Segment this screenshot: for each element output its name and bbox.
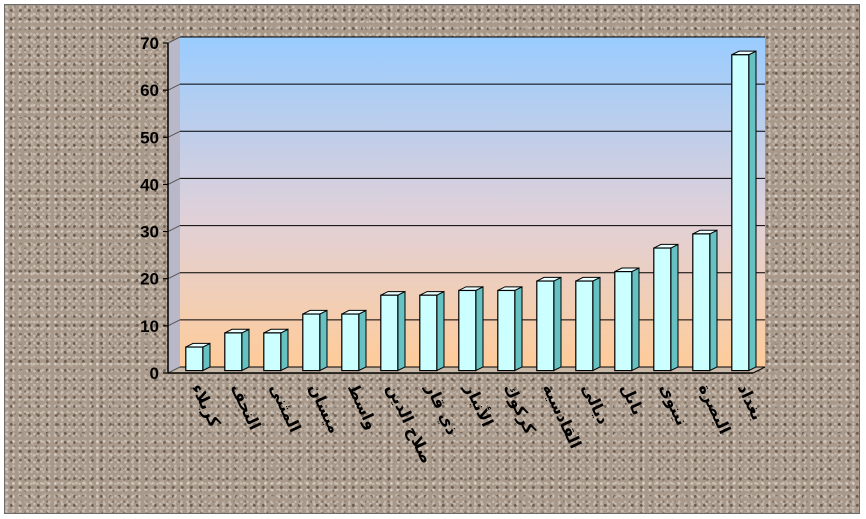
x-axis-depth-line <box>752 366 766 374</box>
bar <box>692 229 718 372</box>
bar-front <box>692 233 711 372</box>
x-category-label: النجف <box>227 381 265 433</box>
x-category-label: ديالى <box>578 381 613 427</box>
bar <box>341 309 367 372</box>
x-category-label: البصرة <box>695 381 735 437</box>
gridline-depth <box>167 225 181 233</box>
bar-side <box>280 328 289 372</box>
bar-side <box>670 243 679 372</box>
bar-front <box>341 313 360 372</box>
plot-left-wall <box>168 37 180 373</box>
bar <box>185 342 211 372</box>
bar <box>536 276 562 372</box>
bar <box>575 276 601 372</box>
bar <box>224 328 250 372</box>
gridline-depth <box>167 366 181 374</box>
bar-side <box>436 290 445 372</box>
bar-front <box>302 313 321 372</box>
x-category-label: ميسان <box>305 381 344 437</box>
x-category-label: القادسية <box>539 381 585 452</box>
y-axis-tick-labels: 0 10 20 30 40 50 60 70 <box>140 34 168 383</box>
bar <box>497 286 523 372</box>
y-tick-label: 0 <box>150 364 159 383</box>
bar-side <box>241 328 250 372</box>
bar <box>380 290 406 372</box>
bar-front <box>380 294 399 372</box>
y-tick-label: 70 <box>140 34 159 53</box>
x-category-label: بغداد <box>734 381 767 423</box>
bar-front <box>653 247 672 372</box>
axes <box>167 43 766 374</box>
y-tick-label: 30 <box>140 223 159 242</box>
bar-front <box>263 332 282 372</box>
x-category-label: نينوى <box>656 381 692 429</box>
y-tick-label: 60 <box>140 81 159 100</box>
bar <box>731 50 757 372</box>
bar-side <box>709 229 718 372</box>
bar-front <box>731 54 750 372</box>
bar-side <box>514 286 523 372</box>
x-category-label: الأنبار <box>460 380 497 430</box>
bar <box>653 243 679 372</box>
bar-side <box>631 267 640 372</box>
bar-side <box>553 276 562 372</box>
y-tick-label: 40 <box>140 175 159 194</box>
bar-front <box>458 289 477 372</box>
y-tick-label: 20 <box>140 270 159 289</box>
gridline-depth <box>167 319 181 327</box>
bar-front <box>185 346 204 372</box>
bar <box>458 286 484 372</box>
bar-side <box>748 50 757 372</box>
gridline-depth <box>167 83 181 91</box>
bar-side <box>358 309 367 372</box>
x-category-label: بابل <box>617 381 648 418</box>
x-category-label: كركوك <box>500 381 540 438</box>
gridline-depth <box>167 272 181 280</box>
bar-front <box>497 289 516 372</box>
bar-side <box>397 290 406 372</box>
bar-front <box>224 332 243 372</box>
bar <box>419 290 445 372</box>
gridline-depth <box>167 130 181 138</box>
bar-side <box>475 286 484 372</box>
bar <box>263 328 289 372</box>
bar <box>302 309 328 372</box>
bar-side <box>592 276 601 372</box>
x-category-label: واسط <box>344 381 382 433</box>
gridline-depth <box>167 177 181 185</box>
bar <box>614 267 640 372</box>
bars <box>185 50 757 372</box>
y-tick-label: 10 <box>140 317 159 336</box>
x-category-label: كربلاء <box>188 381 225 431</box>
bar-side <box>202 342 211 372</box>
bar-front <box>536 280 555 372</box>
gridline-depth <box>167 36 181 44</box>
x-category-label: ذي قار <box>421 380 462 438</box>
y-tick-label: 50 <box>140 128 159 147</box>
bar-front <box>419 294 438 372</box>
x-category-label: المثنى <box>266 381 305 436</box>
bar-front <box>614 271 633 372</box>
bar-front <box>575 280 594 372</box>
bar-side <box>319 309 328 372</box>
